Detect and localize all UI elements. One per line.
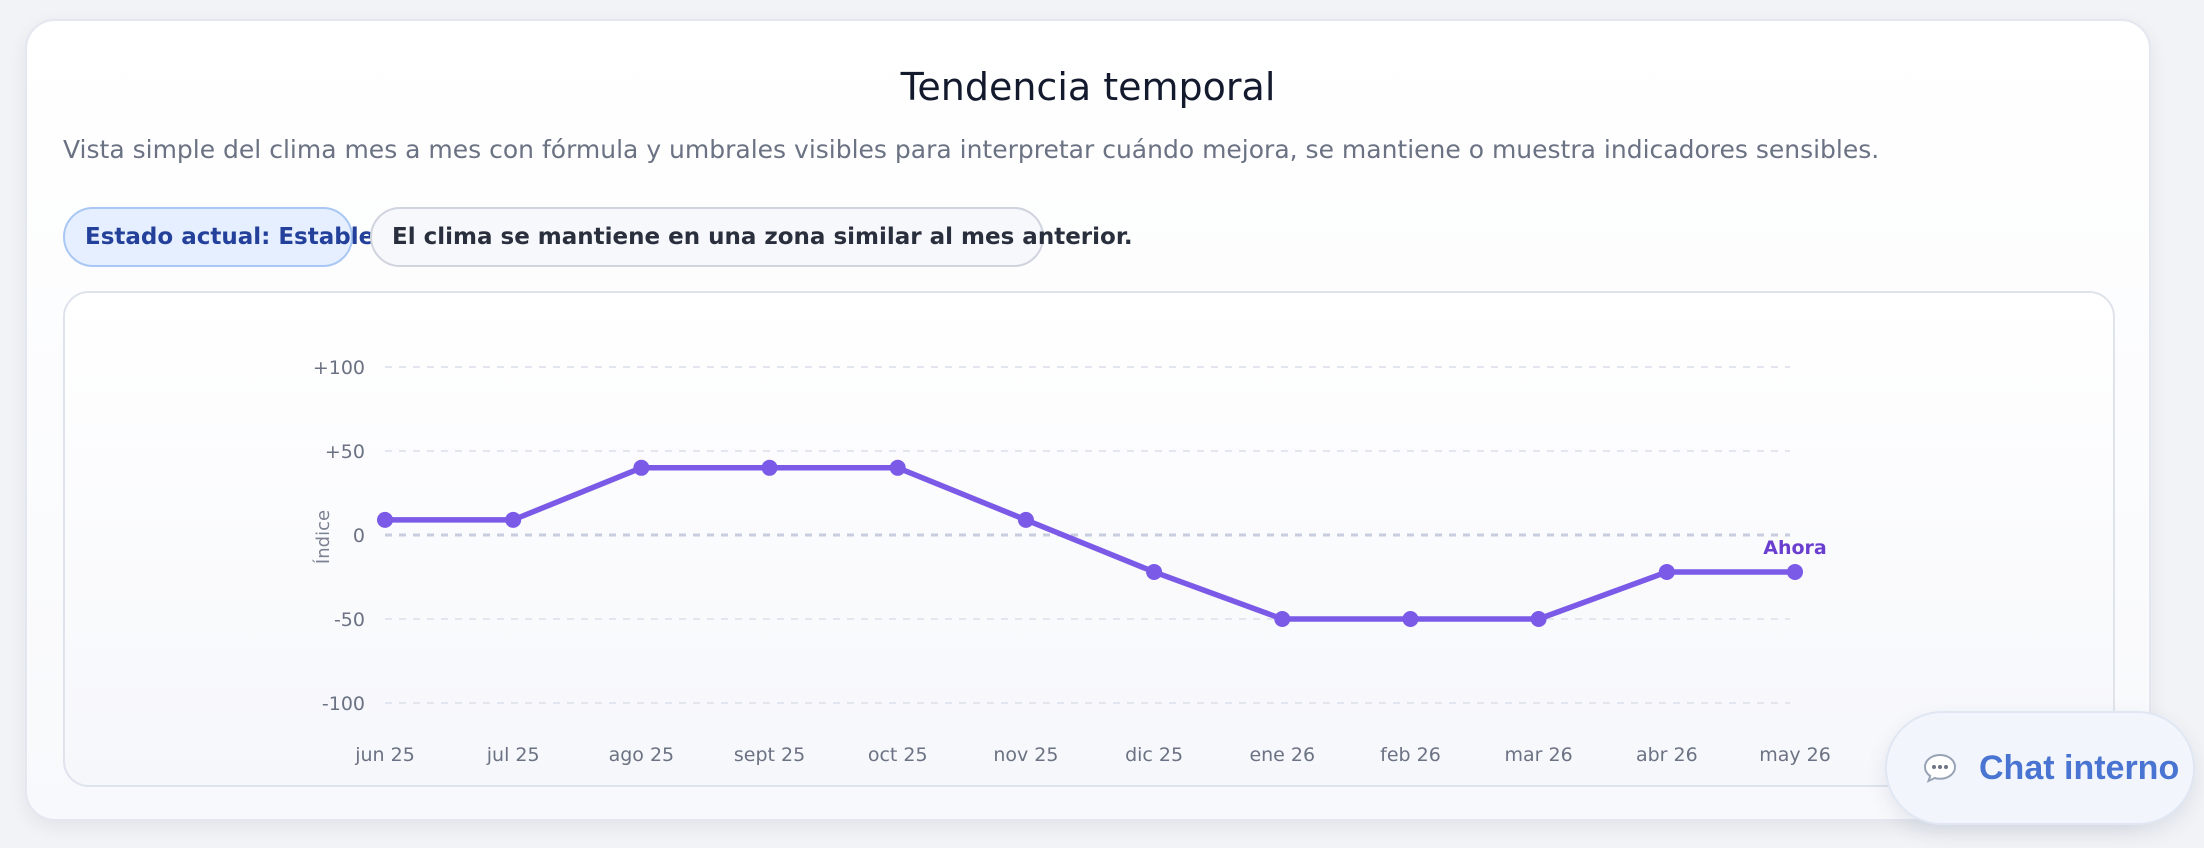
y-tick-label: -50 bbox=[334, 609, 365, 631]
data-point bbox=[1658, 563, 1675, 580]
status-badge: Estado actual: Estable bbox=[63, 207, 374, 267]
data-point bbox=[1787, 563, 1803, 580]
data-point bbox=[1402, 611, 1419, 627]
chat-button-label: Chat interno bbox=[1979, 748, 2180, 787]
series-line bbox=[382, 465, 1798, 622]
data-point bbox=[889, 459, 906, 476]
x-tick-label: sept 25 bbox=[734, 744, 805, 766]
internal-chat-button[interactable]: Chat interno bbox=[1885, 711, 2195, 825]
x-tick-label: may 26 bbox=[1759, 744, 1831, 766]
data-point bbox=[1146, 563, 1163, 580]
card-title: Tendencia temporal bbox=[900, 65, 1276, 109]
x-tick-label: jun 25 bbox=[354, 744, 415, 766]
trend-card: Tendencia temporal Vista simple del clim… bbox=[25, 19, 2151, 821]
current-month-annotation: Ahora bbox=[1763, 537, 1826, 559]
x-tick-label: nov 25 bbox=[993, 744, 1058, 766]
trend-line-chart: +100 +50 0 -50 -100 Índice jun 25 jul 25 ago 25 s… bbox=[312, 357, 1831, 766]
chart-panel: +100 +50 0 -50 -100 Índice jun 25 jul 25 ago 25 s… bbox=[63, 291, 2115, 787]
y-tick-label: +50 bbox=[325, 441, 365, 463]
data-point bbox=[761, 459, 778, 476]
data-point bbox=[633, 459, 650, 476]
speech-bubble-icon bbox=[1923, 753, 1957, 783]
x-tick-label: ago 25 bbox=[609, 744, 675, 766]
status-note-badge: El clima se mantiene en una zona similar… bbox=[370, 207, 1133, 267]
x-tick-label: abr 26 bbox=[1636, 744, 1698, 766]
y-tick-label: -100 bbox=[322, 693, 365, 715]
x-tick-label: dic 25 bbox=[1125, 744, 1183, 766]
data-point bbox=[377, 511, 393, 528]
x-tick-label: ene 26 bbox=[1249, 744, 1315, 766]
x-tick-label: mar 26 bbox=[1505, 744, 1573, 766]
y-axis-label: Índice bbox=[312, 510, 334, 564]
y-tick-label: 0 bbox=[353, 525, 365, 547]
x-tick-label: jul 25 bbox=[486, 744, 540, 766]
card-subtitle: Vista simple del clima mes a mes con fór… bbox=[63, 135, 1880, 164]
y-tick-label: +100 bbox=[313, 357, 365, 379]
x-tick-label: feb 26 bbox=[1380, 744, 1441, 766]
data-point bbox=[505, 511, 522, 528]
x-tick-label: oct 25 bbox=[868, 744, 928, 766]
data-point bbox=[1274, 611, 1291, 627]
data-point bbox=[1017, 511, 1034, 528]
data-point bbox=[1530, 611, 1547, 627]
